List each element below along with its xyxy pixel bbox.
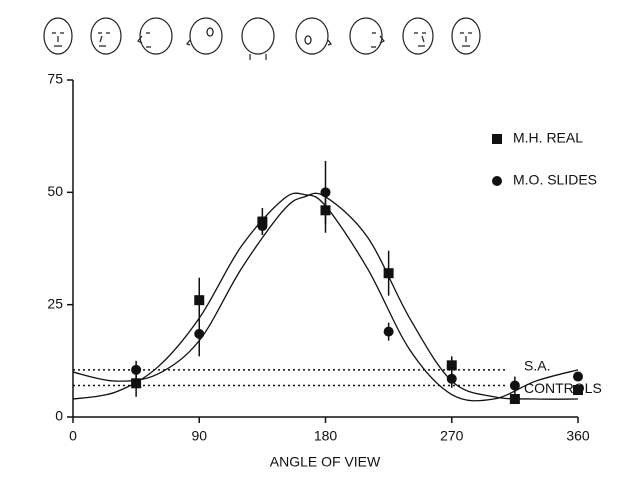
square-point <box>194 295 205 306</box>
x-tick-label: 0 <box>69 428 77 444</box>
circle-point <box>383 326 394 337</box>
circle-point <box>509 380 520 391</box>
legend-label: M.O. SLIDES <box>513 172 597 188</box>
circle-point <box>573 371 583 382</box>
square-point <box>573 385 583 396</box>
circle-point <box>492 176 502 186</box>
circle-point <box>446 373 457 384</box>
y-tick-label: 50 <box>47 183 63 199</box>
face-icons <box>43 17 481 60</box>
y-tick-label: 75 <box>47 71 63 87</box>
face-icon <box>186 17 223 55</box>
circle-point <box>194 328 205 339</box>
x-tick-label: 180 <box>314 428 338 444</box>
y-tick-label: 0 <box>55 408 63 424</box>
reference-label: S.A. <box>524 358 550 374</box>
fit-curve <box>72 192 579 400</box>
y-tick-label: 25 <box>47 295 63 311</box>
legend-label: M.H. REAL <box>513 130 583 146</box>
circle-point <box>257 221 268 232</box>
x-tick-label: 360 <box>566 428 590 444</box>
face-icon <box>402 17 434 55</box>
face-icon <box>349 17 385 55</box>
fit-curve <box>72 192 579 402</box>
square-point <box>492 134 502 144</box>
face-icon <box>241 17 275 60</box>
square-point <box>446 360 457 371</box>
face-icon <box>43 17 73 55</box>
face-icon <box>451 17 481 55</box>
square-point <box>131 378 142 389</box>
x-tick-label: 270 <box>440 428 464 444</box>
circle-point <box>131 364 142 375</box>
square-point <box>509 394 520 405</box>
face-icon <box>137 17 173 55</box>
reference-label: CONTROLS <box>524 380 602 396</box>
square-point <box>383 268 394 279</box>
circle-point <box>320 187 331 198</box>
x-tick-label: 90 <box>191 428 207 444</box>
face-icon <box>295 17 332 55</box>
x-axis-label: ANGLE OF VIEW <box>270 454 381 470</box>
face-icon <box>90 17 122 55</box>
